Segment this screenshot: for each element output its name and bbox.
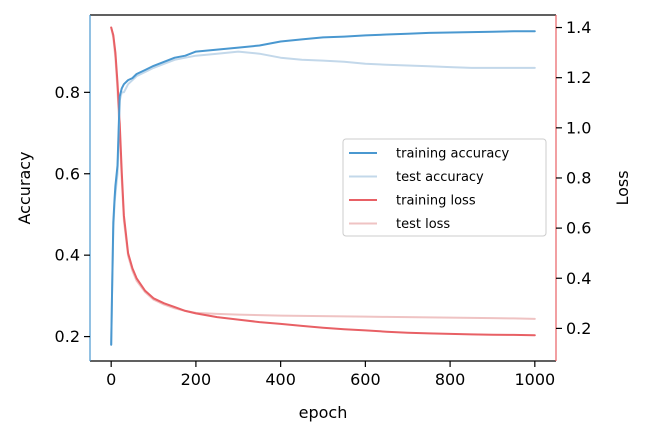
y-tick-label-right: 0.6 — [566, 219, 591, 238]
x-tick-label: 400 — [265, 370, 296, 389]
series-line-training-loss — [110, 26, 536, 337]
series-line-training-accuracy — [110, 30, 536, 346]
x-tick-label: 0 — [106, 370, 116, 389]
axes-frame — [89, 14, 557, 362]
legend-label: test loss — [396, 217, 450, 232]
tick-layer: 0 200 400 600 800 1000 0.2 0.4 0.6 0.8 0.2 0.4 0.6 0.… — [55, 18, 592, 389]
y-tick-label-left: 0.8 — [55, 83, 80, 102]
y-tick-label-right: 0.8 — [566, 168, 591, 187]
x-tick-label: 1000 — [514, 370, 555, 389]
x-tick-label: 800 — [435, 370, 466, 389]
series-layer — [110, 26, 536, 346]
legend-label: training loss — [396, 194, 476, 209]
y-tick-label-right: 1.0 — [566, 118, 591, 137]
y-tick-label-left: 0.2 — [55, 327, 80, 346]
x-tick-label: 200 — [181, 370, 212, 389]
legend-label: test accuracy — [396, 170, 484, 185]
y-axis-label-left: Accuracy — [15, 151, 34, 224]
y-tick-label-right: 0.4 — [566, 269, 591, 288]
legend-label: training accuracy — [396, 147, 509, 162]
x-axis-label: epoch — [299, 403, 348, 422]
legend: training accuracy test accuracy training l… — [342, 138, 547, 237]
y-axis-label-right: Loss — [613, 170, 632, 205]
y-tick-label-right: 0.2 — [566, 319, 591, 338]
y-tick-label-right: 1.4 — [566, 18, 591, 37]
x-tick-label: 600 — [350, 370, 381, 389]
y-tick-label-left: 0.6 — [55, 164, 80, 183]
y-tick-label-right: 1.2 — [566, 68, 591, 87]
y-tick-label-left: 0.4 — [55, 246, 80, 265]
legend-box — [342, 138, 547, 237]
